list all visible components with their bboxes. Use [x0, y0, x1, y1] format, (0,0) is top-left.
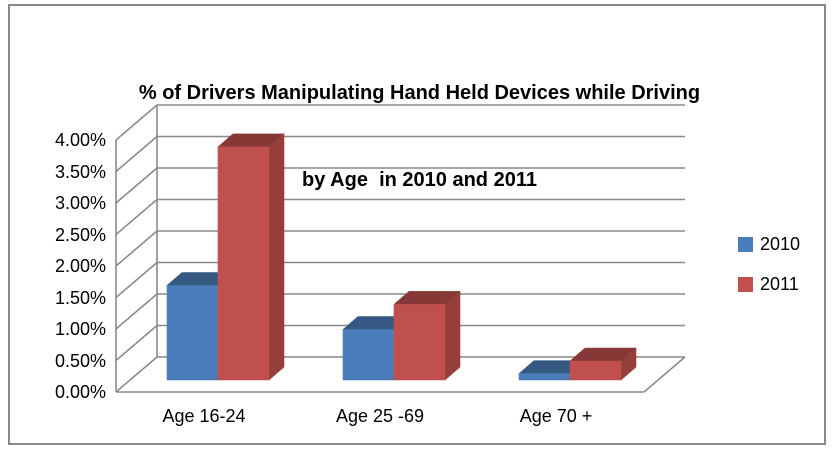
bar-2010-age-16-24 [166, 285, 219, 381]
left-wall-tick-line [115, 293, 158, 330]
left-wall-tick-line [115, 198, 158, 236]
y-tick-label: 1.00% [54, 319, 106, 339]
chart-title-line1: % of Drivers Manipulating Hand Held Devi… [138, 82, 701, 104]
legend-swatch-2010 [738, 236, 753, 252]
bar-2010-age-25-69 [342, 329, 395, 381]
y-tick-label: 3.50% [54, 161, 106, 182]
legend-label-2011: 2011 [760, 273, 799, 294]
legend: 2010 2011 [738, 233, 801, 315]
left-wall-tick-line [115, 356, 158, 393]
left-wall-tick-line [115, 324, 158, 362]
bar-2010-age-70 [518, 373, 571, 381]
legend-item-2010: 2010 [738, 233, 801, 254]
x-category-label: Age 16-24 [162, 406, 246, 426]
left-wall-tick-line [115, 104, 158, 141]
y-tick-label: 1.50% [54, 287, 106, 308]
bar-2011-age-16-24 [217, 146, 270, 381]
x-category-label: Age 70 + [519, 406, 593, 426]
y-tick-label: 0.50% [54, 350, 106, 371]
legend-item-2011: 2011 [738, 273, 800, 294]
floor-right-edge [643, 356, 686, 393]
y-tick-label: 4.00% [54, 130, 106, 150]
x-category-label: Age 25 -69 [335, 406, 425, 426]
legend-swatch-2011 [738, 276, 753, 292]
bar-2011-age-70 [569, 360, 622, 381]
chart-title-line2: by Age in 2010 and 2011 [302, 169, 537, 191]
y-tick-label: 2.00% [54, 256, 106, 276]
chart-title: % of Drivers Manipulating Hand Held Devi… [0, 21, 839, 253]
left-wall-tick-line [115, 261, 158, 299]
y-tick-label: 2.50% [54, 224, 106, 245]
y-tick-label: 0.00% [54, 382, 106, 402]
left-wall-tick-line [115, 230, 158, 267]
left-wall-tick-line [115, 167, 158, 204]
bar-2011-age-25-69 [393, 304, 446, 381]
bar-side-2011-age-16-24 [268, 133, 285, 381]
y-tick-label: 3.00% [54, 193, 106, 213]
legend-label-2010: 2010 [760, 233, 801, 254]
left-wall-tick-line [115, 135, 158, 173]
bar-side-2011-age-25-69 [444, 290, 461, 381]
